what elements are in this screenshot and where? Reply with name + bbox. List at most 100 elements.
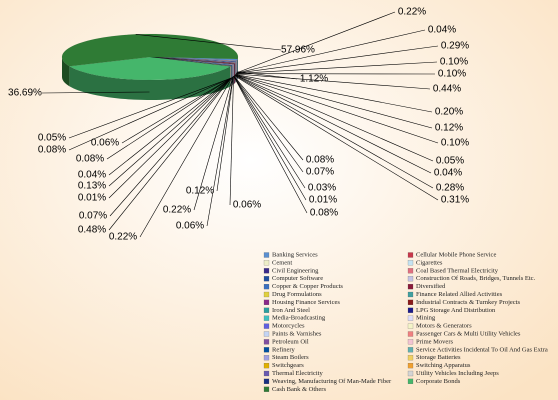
data-label: 0.01% [78, 193, 106, 204]
legend-swatch [407, 370, 414, 377]
data-label: 0.22% [163, 205, 191, 216]
slice [149, 56, 236, 64]
data-label: 0.31% [441, 195, 469, 206]
leader-line [108, 77, 233, 231]
legend-label: Refinery [272, 346, 295, 353]
slice [149, 56, 232, 67]
legend-swatch [407, 378, 414, 384]
legend-label: Industrial Contracts & Turnkey Projects [416, 299, 520, 306]
leader-line [41, 91, 150, 94]
leader-line [235, 74, 433, 113]
leader-line [121, 78, 231, 144]
data-label: 0.08% [306, 155, 334, 166]
legend-label: Storage Batteries [416, 354, 461, 361]
data-label: 0.29% [441, 41, 469, 52]
legend-swatch [407, 307, 414, 313]
legend-swatch [263, 315, 270, 321]
slice-side [62, 57, 70, 87]
legend-swatch [263, 363, 270, 369]
data-label: 0.12% [435, 123, 463, 134]
leader-line [234, 74, 434, 162]
data-label: 0.28% [436, 183, 464, 194]
legend-swatch [263, 299, 270, 305]
legend-label: Thermal Electricity [272, 370, 323, 377]
legend-swatch [263, 252, 270, 258]
legend-label: Copper & Copper Products [272, 283, 343, 290]
data-label: 1.12% [300, 74, 328, 85]
slice [149, 56, 232, 67]
legend-label: Weaving, Manufacturing Of Man-Made Fiber [272, 378, 392, 385]
legend-label: Computer Software [272, 275, 323, 282]
slice [149, 56, 235, 65]
data-label: 0.06% [176, 221, 204, 232]
legend-label: Cash Bank & Others [272, 386, 326, 393]
legend-swatch [263, 284, 270, 290]
legend-swatch [407, 284, 414, 290]
legend-swatch [263, 347, 270, 353]
leader-line [233, 75, 307, 201]
legend-label: Service Activities Incidental To Oil And… [416, 346, 548, 353]
leader-line [234, 74, 432, 174]
legend: Banking Services Cellular Mobile Phone Se… [263, 251, 548, 393]
slice-side [235, 61, 237, 83]
leader-line [236, 45, 439, 74]
legend-swatch [263, 355, 270, 361]
data-label: 0.22% [398, 7, 426, 18]
legend-swatch [263, 370, 270, 377]
slice [149, 56, 237, 62]
legend-label: Motorcycles [272, 323, 305, 330]
slice [149, 56, 236, 63]
legend-swatch [263, 260, 270, 266]
legend-label: Drug Formulations [272, 291, 322, 298]
legend-swatch [407, 331, 414, 337]
slice [149, 56, 231, 67]
data-labels: 1.12%0.22%0.04%0.29%0.10%0.10%0.44%0.20%… [8, 7, 469, 243]
data-label: 0.05% [436, 156, 464, 167]
pie-tops [61, 33, 239, 81]
legend-label: Housing Finance Services [272, 299, 340, 306]
legend-swatch [407, 339, 414, 345]
leader-line [234, 74, 434, 189]
legend-label: Banking Services [272, 251, 318, 258]
data-label: 0.48% [78, 225, 106, 236]
slice [149, 56, 234, 65]
data-label: 0.13% [78, 181, 106, 192]
data-label: 57.96% [281, 45, 315, 56]
slice [149, 56, 232, 67]
leader-line [216, 76, 234, 192]
legend-swatch [407, 299, 414, 305]
leader-line [233, 75, 304, 161]
leader-line [109, 77, 232, 217]
data-label: 0.05% [38, 133, 66, 144]
legend-label: Civil Engineering [272, 267, 319, 274]
slice [68, 56, 231, 81]
legend-swatch [407, 260, 414, 266]
legend-swatch [263, 323, 270, 329]
leader-line [108, 77, 232, 199]
slice [149, 56, 232, 67]
legend-label: Passenger Cars & Multi Utility Vehicles [416, 330, 521, 337]
leader-line [235, 73, 431, 90]
leader-line [236, 11, 396, 74]
data-label: 0.08% [38, 145, 66, 156]
slice [149, 56, 238, 62]
legend-swatch [263, 276, 270, 282]
legend-swatch [407, 252, 414, 258]
legend-label: Construction Of Roads, Bridges, Tunnels … [416, 275, 536, 282]
leader-line [106, 77, 231, 160]
slice [149, 56, 235, 64]
leader-line [108, 77, 232, 176]
leader-line [235, 74, 433, 129]
data-label: 0.01% [309, 195, 337, 206]
leader-line [234, 75, 439, 201]
legend-swatch [407, 347, 414, 353]
legend-swatch [263, 378, 270, 384]
legend-label: Corporate Bonds [416, 378, 461, 385]
slice [149, 56, 236, 63]
data-label: 0.20% [435, 107, 463, 118]
slice [149, 56, 234, 65]
slice [149, 56, 234, 65]
data-label: 0.12% [186, 186, 214, 197]
legend-swatch [407, 291, 414, 298]
legend-label: Petroleum Oil [272, 338, 309, 345]
